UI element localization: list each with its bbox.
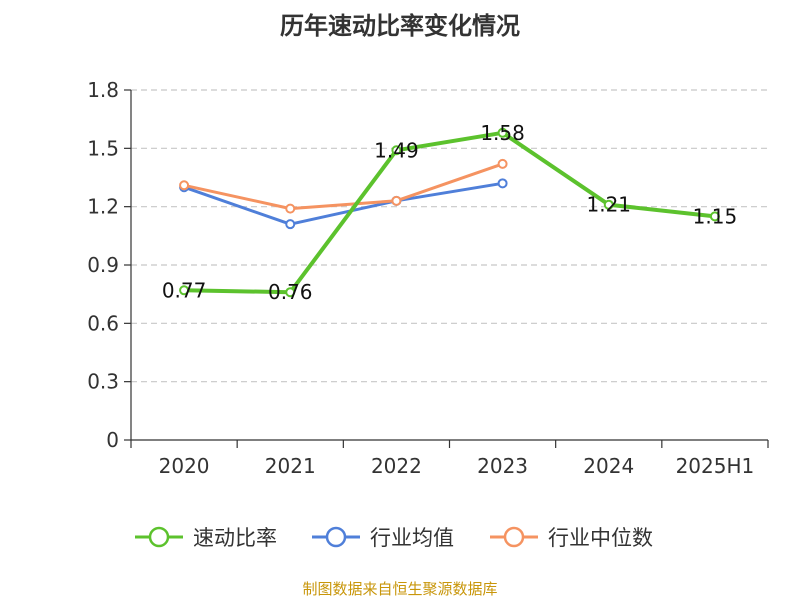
data-point xyxy=(285,287,296,298)
source-note: 制图数据来自恒生聚源数据库 xyxy=(302,580,498,598)
data-label: 0.77 xyxy=(162,278,207,302)
y-tick-label: 1.8 xyxy=(87,78,119,102)
legend-swatch-marker xyxy=(503,526,525,548)
data-point xyxy=(709,211,720,222)
data-point xyxy=(391,145,402,156)
grid-lines xyxy=(131,89,768,383)
data-point xyxy=(179,180,190,191)
x-tick-label: 2021 xyxy=(265,454,316,478)
data-point xyxy=(497,158,508,169)
data-point xyxy=(285,203,296,214)
legend-label: 行业均值 xyxy=(370,526,454,550)
x-tick-label: 2023 xyxy=(477,454,528,478)
data-point xyxy=(391,195,402,206)
data-label: 1.15 xyxy=(693,204,738,228)
y-tick-label: 0.9 xyxy=(87,253,119,277)
data-labels: 0.77 0.76 1.49 1.58 1.21 1.15 xyxy=(162,121,737,304)
series-line xyxy=(183,181,503,226)
x-tick-label: 2024 xyxy=(583,454,634,478)
data-point xyxy=(179,285,190,296)
x-tick-label: 2025H1 xyxy=(676,454,755,478)
legend-label: 行业中位数 xyxy=(548,526,653,550)
y-tick-label: 1.2 xyxy=(87,195,119,219)
data-point xyxy=(497,127,508,138)
x-tick-label: 2020 xyxy=(159,454,210,478)
legend: 速动比率 行业均值 行业中位数 xyxy=(135,526,653,550)
y-tick-label: 1.5 xyxy=(87,136,119,160)
y-tick-label: 0.6 xyxy=(87,311,119,335)
data-point xyxy=(603,199,614,210)
data-point xyxy=(497,178,508,189)
data-label: 1.58 xyxy=(480,121,525,145)
series-line xyxy=(183,162,504,211)
series-lines xyxy=(179,127,720,298)
x-tick-label: 2022 xyxy=(371,454,422,478)
data-label: 0.76 xyxy=(268,280,313,304)
chart-title: 历年速动比率变化情况 xyxy=(280,12,520,40)
legend-label: 速动比率 xyxy=(193,526,277,550)
legend-swatch-marker xyxy=(325,526,347,548)
series-line xyxy=(184,130,716,295)
y-tick-label: 0.3 xyxy=(87,370,119,394)
y-tick-label: 0 xyxy=(106,428,119,452)
data-label: 1.49 xyxy=(374,138,419,162)
legend-swatch-marker xyxy=(148,526,170,548)
data-point xyxy=(285,219,296,230)
axes: 0 0.3 0.6 0.9 1.2 1.5 1.8 2020 2021 2022 2023 2024 2… xyxy=(87,78,769,478)
data-label: 1.21 xyxy=(586,193,631,217)
